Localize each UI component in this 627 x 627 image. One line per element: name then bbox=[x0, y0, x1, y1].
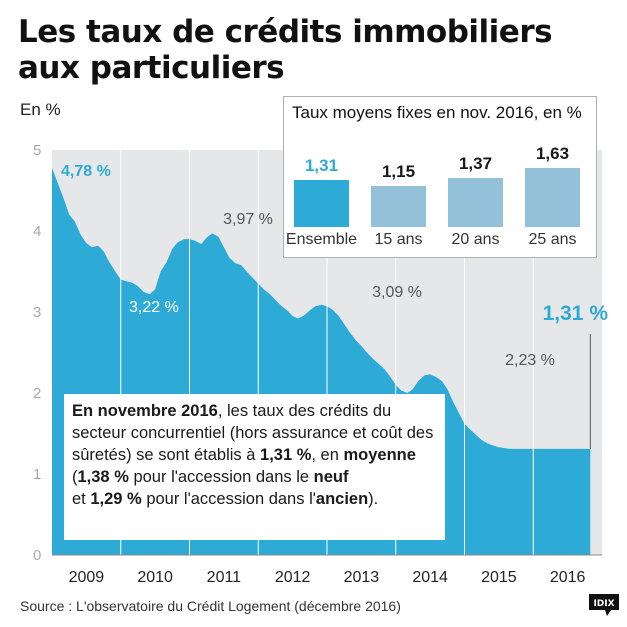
note-bold-neuf: neuf bbox=[313, 468, 349, 486]
idix-logo-text: IDIX bbox=[593, 599, 614, 609]
note-bold-ancien: ancien bbox=[315, 490, 369, 508]
y-tick-label: 2 bbox=[33, 385, 41, 402]
note-text-4: pour l'accession dans le bbox=[128, 468, 314, 486]
inset-bar-value: 1,63 bbox=[535, 144, 570, 164]
inset-bar-value: 1,31 bbox=[304, 155, 339, 175]
unit-label: En % bbox=[20, 100, 61, 119]
note-bold-ancien-rate: 1,29 % bbox=[90, 490, 142, 508]
source-text: Source : L'observatoire du Crédit Logeme… bbox=[20, 598, 401, 614]
inset-bar bbox=[294, 179, 349, 227]
note-bold-rate: 1,31 % bbox=[260, 446, 312, 464]
data-label: 1,31 % bbox=[543, 302, 609, 325]
data-label: 3,22 % bbox=[129, 299, 179, 316]
page-title: Les taux de crédits immobiliers aux part… bbox=[18, 14, 553, 86]
note-text-2: , en bbox=[311, 446, 344, 464]
note-text-6: pour l'accession dans l' bbox=[141, 490, 316, 508]
inset-bar bbox=[448, 177, 503, 227]
data-label: 3,97 % bbox=[223, 211, 273, 228]
x-tick-label: 2011 bbox=[207, 569, 242, 586]
x-tick-label: 2009 bbox=[69, 569, 105, 586]
inset-title: Taux moyens fixes en nov. 2016, en % bbox=[292, 103, 582, 122]
note-bold-date: En novembre 2016 bbox=[72, 402, 218, 420]
note-bold-moyenne: moyenne bbox=[343, 446, 416, 464]
inset-bar-chart: Taux moyens fixes en nov. 2016, en % 1,3… bbox=[283, 96, 597, 258]
inset-category-label: 15 ans bbox=[374, 231, 423, 248]
x-tick-label: 2014 bbox=[412, 569, 448, 586]
x-tick-label: 2010 bbox=[137, 569, 173, 586]
note-text-3: ( bbox=[72, 468, 78, 486]
x-tick-label: 2013 bbox=[344, 569, 380, 586]
note-text-5: et bbox=[72, 490, 91, 508]
y-tick-label: 5 bbox=[33, 142, 41, 159]
inset-category-label: 20 ans bbox=[451, 231, 500, 248]
note-bold-neuf-rate: 1,38 % bbox=[77, 468, 129, 486]
idix-logo: IDIX bbox=[589, 594, 619, 616]
inset-bar bbox=[371, 185, 426, 227]
y-tick-label: 1 bbox=[33, 466, 41, 483]
data-label: 3,09 % bbox=[372, 284, 422, 301]
inset-bar-value: 1,15 bbox=[381, 161, 416, 181]
y-tick-label: 4 bbox=[33, 223, 41, 240]
y-tick-label: 3 bbox=[33, 304, 41, 321]
inset-bar bbox=[525, 168, 580, 227]
x-tick-label: 2015 bbox=[481, 569, 517, 586]
inset-bar-value: 1,37 bbox=[458, 153, 493, 173]
data-label: 4,78 % bbox=[61, 163, 111, 180]
note-text-7: ). bbox=[368, 490, 379, 508]
note-text-1: , les taux des crédits du secteur concur… bbox=[72, 402, 434, 464]
x-tick-label: 2012 bbox=[275, 569, 311, 586]
inset-category-label: 25 ans bbox=[528, 231, 577, 248]
annotation-note: En novembre 2016, les taux des crédits d… bbox=[64, 394, 445, 540]
data-label: 2,23 % bbox=[505, 352, 555, 369]
inset-category-label: Ensemble bbox=[285, 231, 358, 248]
y-tick-label: 0 bbox=[33, 547, 41, 564]
x-tick-label: 2016 bbox=[550, 569, 586, 586]
